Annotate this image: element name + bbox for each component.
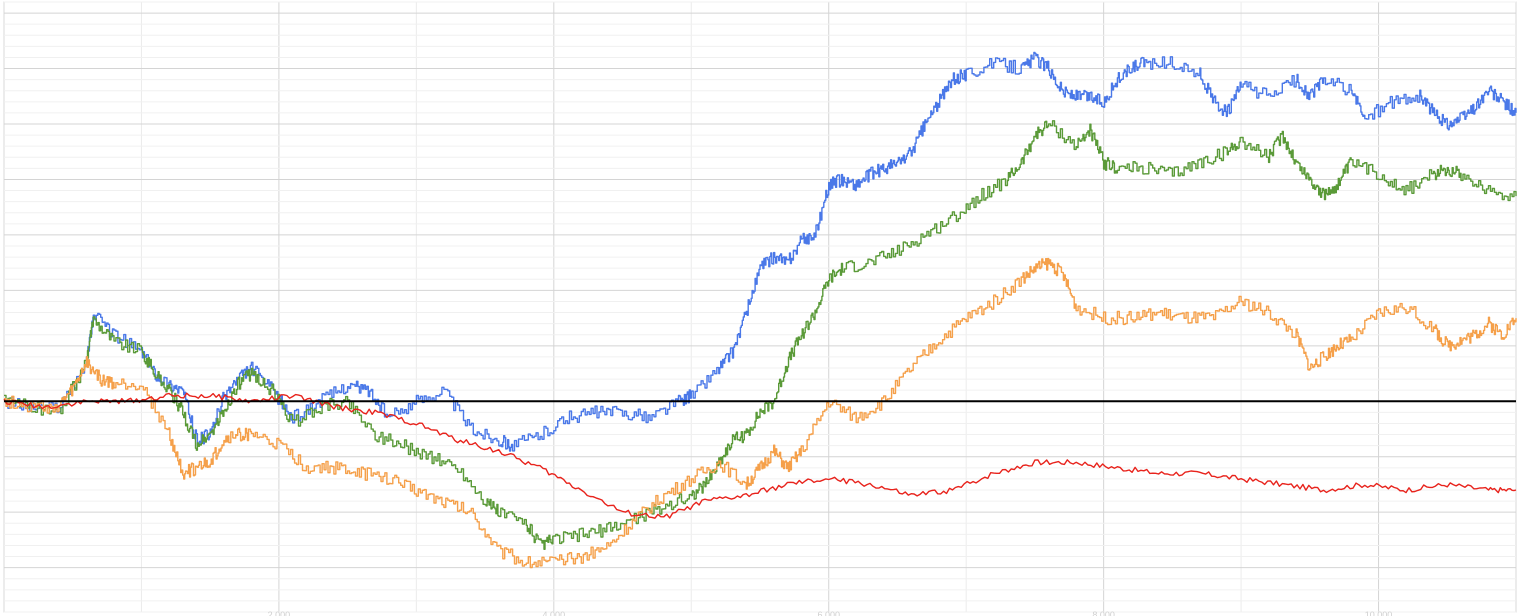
plot-border xyxy=(3,1,1517,613)
x-axis-tick-labels: 2,000 4,000 6,000 8,000 10,000 xyxy=(268,610,1393,616)
series-line-2 xyxy=(4,120,1517,550)
series-line-3 xyxy=(4,257,1517,569)
x-tick-label: 4,000 xyxy=(543,610,566,616)
grid-lines xyxy=(3,1,1517,613)
x-tick-label: 6,000 xyxy=(817,610,840,616)
series-line-1 xyxy=(4,51,1517,452)
x-tick-label: 2,000 xyxy=(268,610,291,616)
x-tick-label: 10,000 xyxy=(1365,610,1393,616)
x-tick-label: 8,000 xyxy=(1092,610,1115,616)
